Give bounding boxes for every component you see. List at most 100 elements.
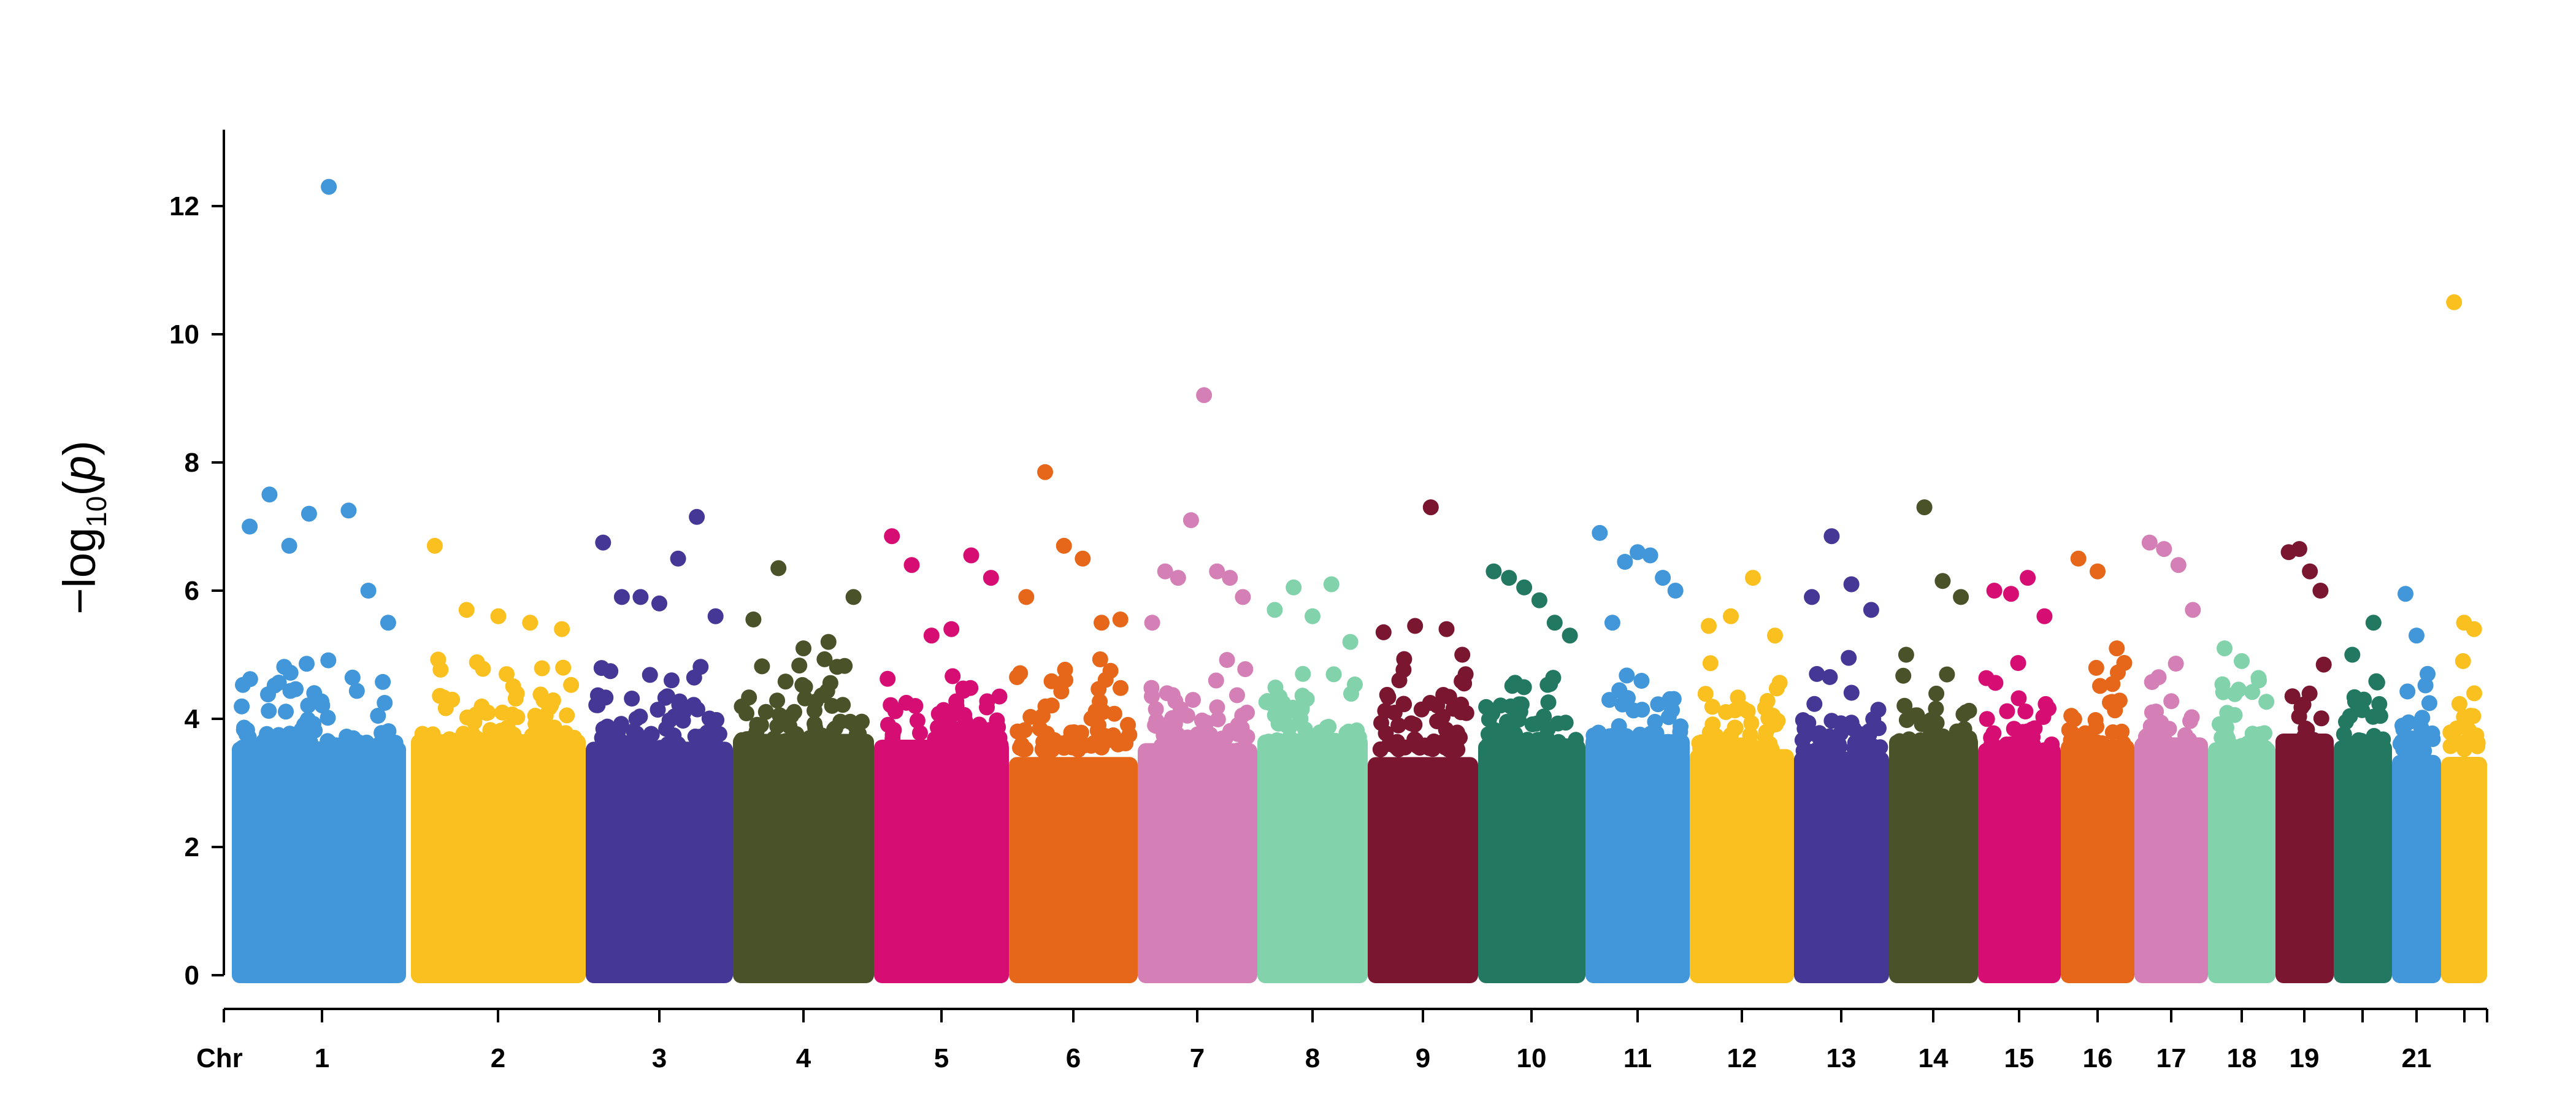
snp-peak-point xyxy=(2365,615,2382,631)
chromosome-8-points xyxy=(1257,576,1368,983)
y-tick-label: 2 xyxy=(185,832,199,862)
chromosome-12-points xyxy=(1690,570,1794,983)
snp-peak-point xyxy=(360,583,377,599)
snp-peak-point xyxy=(595,534,611,551)
snp-point xyxy=(1662,691,1678,707)
snp-point xyxy=(2214,676,2231,692)
snp-point xyxy=(2088,659,2104,676)
snp-point xyxy=(1811,729,1828,746)
snp-point xyxy=(2017,703,2034,719)
snp-point xyxy=(1907,707,1924,724)
snp-point xyxy=(282,726,298,742)
snp-point xyxy=(822,675,838,691)
snp-peak-point xyxy=(1438,621,1455,637)
snp-point xyxy=(616,735,632,751)
snp-point xyxy=(897,741,914,757)
x-tick-label-chr-14: 14 xyxy=(1919,1043,1949,1073)
snp-point-cluster xyxy=(411,734,586,983)
snp-point xyxy=(632,708,648,725)
snp-point xyxy=(344,669,361,686)
x-tick-label-chr-11: 11 xyxy=(1623,1043,1652,1073)
snp-peak-point xyxy=(2156,541,2172,558)
snp-point xyxy=(1239,704,1255,721)
snp-point xyxy=(813,729,830,745)
snp-point-cluster xyxy=(2392,754,2441,983)
snp-point xyxy=(835,697,851,713)
snp-peak-point xyxy=(1056,537,1072,554)
snp-point xyxy=(898,694,914,711)
snp-point xyxy=(1258,694,1275,710)
snp-point xyxy=(1585,727,1602,744)
snp-point xyxy=(1955,706,1972,723)
snp-point xyxy=(1943,732,1959,749)
snp-point xyxy=(1159,685,1175,702)
snp-point xyxy=(2313,710,2329,727)
x-tick-label-chr-9: 9 xyxy=(1416,1043,1430,1073)
snp-point xyxy=(1539,677,1556,693)
snp-point xyxy=(1179,707,1195,724)
snp-point xyxy=(2239,735,2256,752)
snp-point-cluster xyxy=(1690,749,1794,983)
snp-point xyxy=(1102,662,1119,679)
snp-point xyxy=(643,726,660,743)
snp-peak-point xyxy=(1642,547,1658,564)
snp-point xyxy=(1148,701,1164,718)
snp-point xyxy=(234,698,250,715)
snp-peak-point xyxy=(923,627,940,644)
snp-point xyxy=(780,716,797,732)
y-axis-title: −log10(p) xyxy=(54,440,112,615)
snp-point xyxy=(794,677,811,693)
snp-peak-point xyxy=(1667,583,1684,599)
snp-point xyxy=(2018,739,2035,756)
snp-point xyxy=(2150,669,2167,686)
snp-point xyxy=(1843,684,1860,701)
snp-point xyxy=(2226,707,2243,723)
snp-point xyxy=(754,658,770,675)
snp-point xyxy=(2156,736,2172,753)
snp-point xyxy=(629,729,646,745)
snp-point xyxy=(880,716,896,733)
snp-point xyxy=(968,733,984,749)
snp-point xyxy=(1524,716,1541,732)
y-axis-title-subscript: 10 xyxy=(80,496,112,527)
snp-point xyxy=(507,691,524,707)
snp-point xyxy=(942,710,958,726)
chromosome-10-points xyxy=(1478,563,1585,983)
snp-point xyxy=(807,702,822,719)
snp-point xyxy=(755,742,772,758)
chromosome-4-points xyxy=(733,560,874,983)
snp-point xyxy=(909,713,926,729)
snp-peak-point xyxy=(795,640,811,657)
snp-point xyxy=(1144,688,1160,705)
snp-point xyxy=(1831,739,1847,756)
snp-point xyxy=(1275,712,1292,729)
snp-point xyxy=(1237,661,1254,677)
snp-point xyxy=(1034,741,1051,757)
snp-point xyxy=(1094,739,1110,756)
snp-peak-point xyxy=(1422,499,1439,516)
snp-point xyxy=(948,723,964,740)
x-tick-label-chr-21: 21 xyxy=(2402,1043,2432,1073)
snp-point xyxy=(1059,734,1076,750)
snp-point xyxy=(1043,673,1060,689)
snp-point xyxy=(1979,711,1995,727)
x-axis-ticks: 1 2 3 4 5 6 7 8 9 10 11 12 13 14 15 16 17 18 19 21 xyxy=(223,1009,2488,1073)
snp-peak-point xyxy=(2020,570,2036,586)
snp-point xyxy=(690,729,707,745)
snp-peak-point xyxy=(2170,557,2187,573)
snp-point xyxy=(466,743,482,759)
snp-point xyxy=(2466,685,2483,702)
snp-peak-point xyxy=(1196,387,1213,404)
snp-point xyxy=(2421,695,2437,711)
snp-point xyxy=(1151,718,1167,734)
snp-peak-point xyxy=(1916,499,1933,516)
snp-peak-point xyxy=(261,486,278,503)
chromosome-20-points xyxy=(2334,615,2392,983)
snp-point xyxy=(1928,685,1945,702)
snp-point xyxy=(816,651,833,667)
x-axis-title: Chr xyxy=(196,1043,243,1073)
snp-point xyxy=(2161,721,2177,737)
snp-point-cluster xyxy=(1585,734,1690,983)
snp-point xyxy=(1089,723,1106,739)
snp-peak-point xyxy=(845,589,862,605)
